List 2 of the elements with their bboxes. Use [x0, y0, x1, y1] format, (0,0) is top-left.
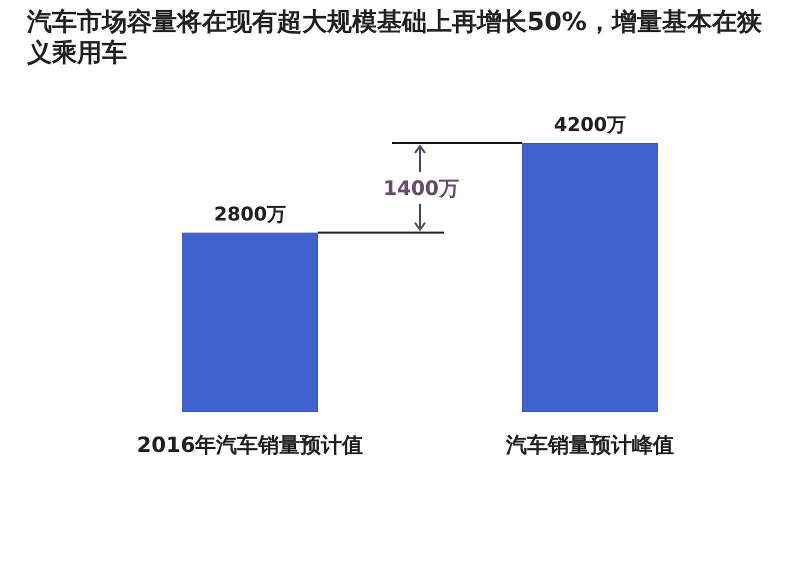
annotation: 1400万	[383, 176, 459, 200]
title: 汽车市场容量将在现有超大规模基础上再增长50%，增量基本在狭义乘用车	[27, 6, 763, 68]
